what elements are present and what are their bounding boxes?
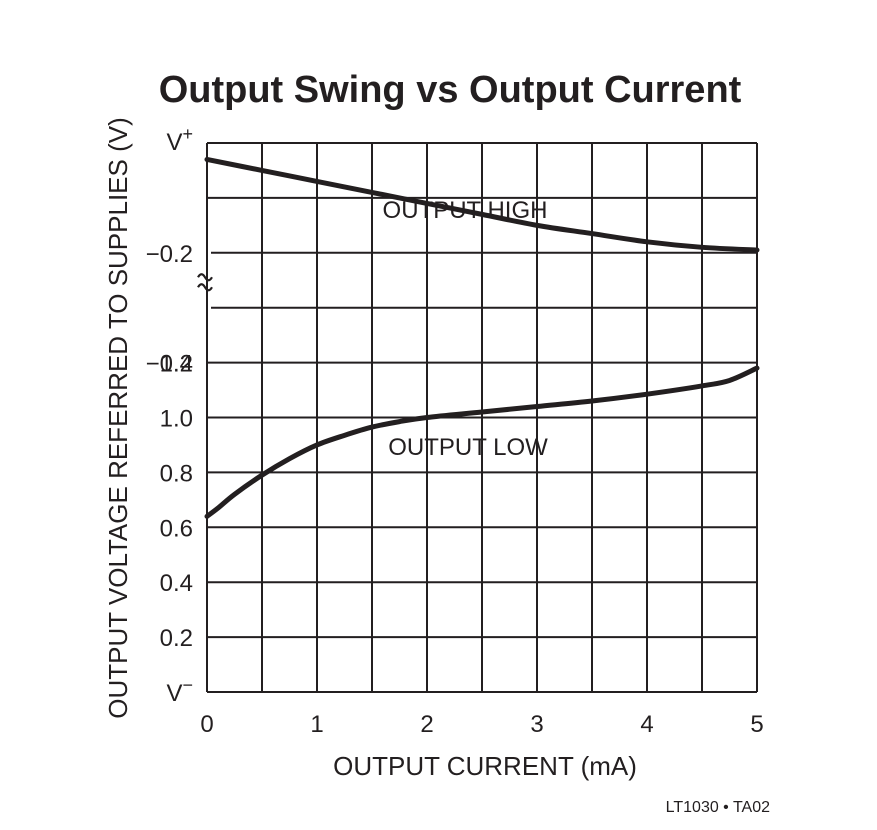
y-tick-label-upper: −0.2 [146,241,193,268]
y-tick-label-lower: 0.4 [160,570,193,597]
x-tick-label: 3 [530,711,543,738]
y-tick-label-lower: 0.6 [160,515,193,542]
y-tick-label-lower: 0.8 [160,460,193,487]
x-tick-label: 5 [750,711,763,738]
x-tick-label: 1 [310,711,323,738]
plot-grid [197,142,758,693]
series-line-output-low [204,365,760,519]
x-tick-label: 0 [200,711,213,738]
y-tick-label-lower: 1.0 [160,406,193,433]
x-tick-label: 4 [640,711,653,738]
annotation-output-low: OUTPUT LOW [388,434,548,461]
axis-break-mark [197,283,213,292]
x-tick-label: 2 [420,711,433,738]
series-line-output-high [204,156,760,253]
tick-labels: 0 1 2 3 4 5 V+ −0.2 −0.4 V− 0.2 0.4 0.6 0.8 1.0 1.2 [146,124,764,738]
footer-code: LT1030 • TA02 [666,799,770,816]
y-tick-label-lower: 0.2 [160,625,193,652]
series-lines [204,156,760,519]
annotation-output-high: OUTPUT HIGH [383,197,548,224]
chart-title: Output Swing vs Output Current [159,69,742,111]
y-tick-label-upper: −0.4 [146,351,193,378]
y-tick-label-upper: V+ [166,124,193,156]
y-tick-label-lower: V− [166,675,193,707]
axis-break-mark [197,273,213,282]
y-axis-label: OUTPUT VOLTAGE REFERRED TO SUPPLIES (V) [103,117,133,719]
y-tick-label-lower: 1.2 [160,351,193,378]
x-axis-label: OUTPUT CURRENT (mA) [333,751,637,781]
